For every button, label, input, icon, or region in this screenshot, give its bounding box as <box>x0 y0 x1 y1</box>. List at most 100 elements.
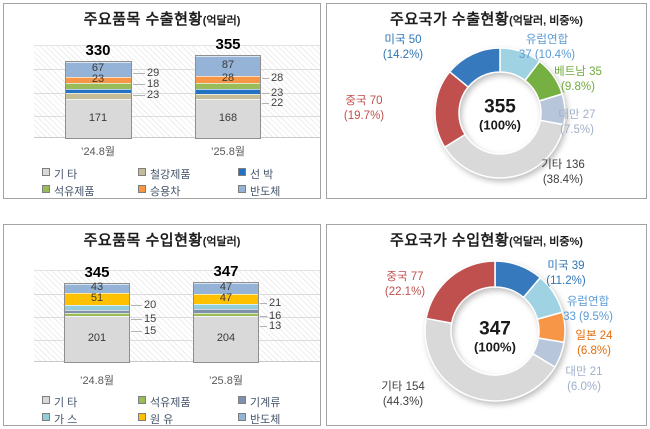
callout-leader-line <box>131 305 142 306</box>
export-countries-title: 주요국가 수출현황(억달러, 비중%) <box>327 8 646 29</box>
callout-leader-line <box>132 73 145 74</box>
donut-slice-label-중국: 중국 77 (22.1%) <box>385 270 425 300</box>
legend-swatch <box>138 413 146 421</box>
callout-leader-line <box>131 331 142 332</box>
title-unit: (억달러, 비중%) <box>509 236 583 248</box>
donut-slice-label-일본: 일본 24 (6.8%) <box>575 329 612 359</box>
bar-segment-석유제품 <box>196 82 260 90</box>
bar-callout-label: 18 <box>147 77 160 90</box>
donut-center-label: 355 (100%) <box>479 97 521 134</box>
legend-label: 승용차 <box>150 186 181 198</box>
callout-leader-line <box>132 95 145 96</box>
donut-label-line: 33 (9.5%) <box>563 311 613 323</box>
title-unit: (억달러) <box>202 15 241 27</box>
bar-segment-석유제품 <box>194 312 258 316</box>
callout-leader-line <box>262 103 269 104</box>
donut-slice-label-대만: 대만 27 (7.5%) <box>558 108 595 138</box>
bar-value-label: 51 <box>90 291 104 304</box>
donut-slice-label-중국: 중국 70 (19.7%) <box>344 94 384 124</box>
legend-swatch <box>42 396 50 404</box>
donut-label-line: (44.3%) <box>382 396 424 408</box>
donut-label-line: (6.0%) <box>567 381 601 393</box>
gridline <box>34 340 320 341</box>
donut-label-line: 일본 24 <box>575 330 613 342</box>
donut-slice-미국 <box>448 47 501 88</box>
bar-value-label: 171 <box>88 111 108 124</box>
bar-value-label: 204 <box>216 332 236 345</box>
bar-value-label: 28 <box>221 72 235 85</box>
callout-leader-line <box>260 303 267 304</box>
stacked-bar <box>64 282 130 363</box>
legend-label: 가 스 <box>54 414 78 426</box>
donut-center-value: 347 <box>479 318 511 340</box>
donut-label-line: (14.2%) <box>382 49 424 61</box>
panel-import-items: 주요품목 수입현황(억달러) 201 51 43 20 15 15 345’24.8월 204… <box>3 224 321 426</box>
donut-center-label: 347 (100%) <box>474 319 516 356</box>
donut-label-line: (38.4%) <box>542 174 584 186</box>
donut-slice-label-기타: 기타 136 (38.4%) <box>541 158 585 188</box>
bar-segment-선박 <box>196 89 260 95</box>
donut-label-line: 37 (10.4%) <box>518 49 576 61</box>
stacked-bar <box>64 61 132 139</box>
legend-swatch <box>238 413 246 421</box>
donut-slice-기타 <box>424 317 556 402</box>
donut-label-line: 대만 27 <box>558 109 596 121</box>
bar-segment-석유제품 <box>65 82 131 90</box>
legend-swatch <box>42 413 50 421</box>
donut-slice-label-베트남: 베트남 35 (9.8%) <box>554 65 602 95</box>
category-label: ’25.8월 <box>211 146 245 158</box>
bar-value-label: 201 <box>87 332 107 345</box>
donut-slice-기타 <box>443 119 565 179</box>
legend-label: 석유제품 <box>54 186 95 198</box>
legend-swatch <box>42 185 50 193</box>
bar-segment-석유제품 <box>65 312 129 317</box>
bar-segment-가스 <box>194 304 258 310</box>
bar-segment-철강제품 <box>196 94 260 100</box>
donut-label-line: (6.8%) <box>577 345 611 357</box>
donut-center-share: (100%) <box>479 117 521 133</box>
bar-segment-반도체 <box>194 282 258 294</box>
stacked-bar <box>193 281 259 363</box>
bar-segment-기타 <box>65 98 131 138</box>
donut-label-line: 베트남 35 <box>554 66 602 78</box>
title-unit: (억달러) <box>202 236 241 248</box>
bar-callout-label: 23 <box>271 86 284 99</box>
gridline <box>34 116 320 117</box>
bar-segment-가스 <box>65 304 129 310</box>
legend-label: 반도체 <box>250 186 281 198</box>
donut-label-line: (11.2%) <box>546 275 586 287</box>
legend-swatch <box>138 185 146 193</box>
donut-label-line: (7.5%) <box>560 124 594 136</box>
bar-segment-반도체 <box>196 56 260 77</box>
legend-swatch <box>138 168 146 176</box>
bar-value-label: 47 <box>219 291 233 304</box>
legend-swatch <box>238 185 246 193</box>
legend-label: 선 박 <box>250 169 274 181</box>
bar-callout-label: 15 <box>144 324 157 337</box>
bar-callout-label: 13 <box>269 319 282 332</box>
bar-callout-label: 15 <box>144 312 157 325</box>
bar-callout-label: 21 <box>269 296 282 309</box>
bar-segment-기타 <box>196 99 260 138</box>
legend-swatch <box>42 168 50 176</box>
bar-segment-기계류 <box>194 309 258 313</box>
gridline <box>34 294 320 295</box>
donut-center-share: (100%) <box>474 339 516 355</box>
donut-label-line: 유럽연합 <box>566 296 610 308</box>
title-text: 주요국가 수입현황 <box>390 232 510 249</box>
category-label: ’25.8월 <box>209 375 243 387</box>
donut-label-line: (22.1%) <box>384 286 426 298</box>
callout-leader-line <box>260 316 267 317</box>
legend-label: 석유제품 <box>150 397 191 409</box>
panel-import-countries: 주요국가 수입현황(억달러, 비중%) 347 (100%) 미국 39 (11.2%… <box>326 224 647 426</box>
legend-swatch <box>238 168 246 176</box>
bar-segment-기타 <box>194 315 258 362</box>
donut-slice-label-유럽연합: 유럽연합 33 (9.5%) <box>563 295 613 325</box>
bar-callout-label: 20 <box>144 298 157 311</box>
donut-label-line: 중국 77 <box>386 271 424 283</box>
legend-swatch <box>238 396 246 404</box>
bar-segment-승용차 <box>65 77 131 83</box>
title-text: 주요국가 수출현황 <box>390 11 510 28</box>
callout-leader-line <box>262 78 269 79</box>
import-countries-title: 주요국가 수입현황(억달러, 비중%) <box>327 229 646 250</box>
